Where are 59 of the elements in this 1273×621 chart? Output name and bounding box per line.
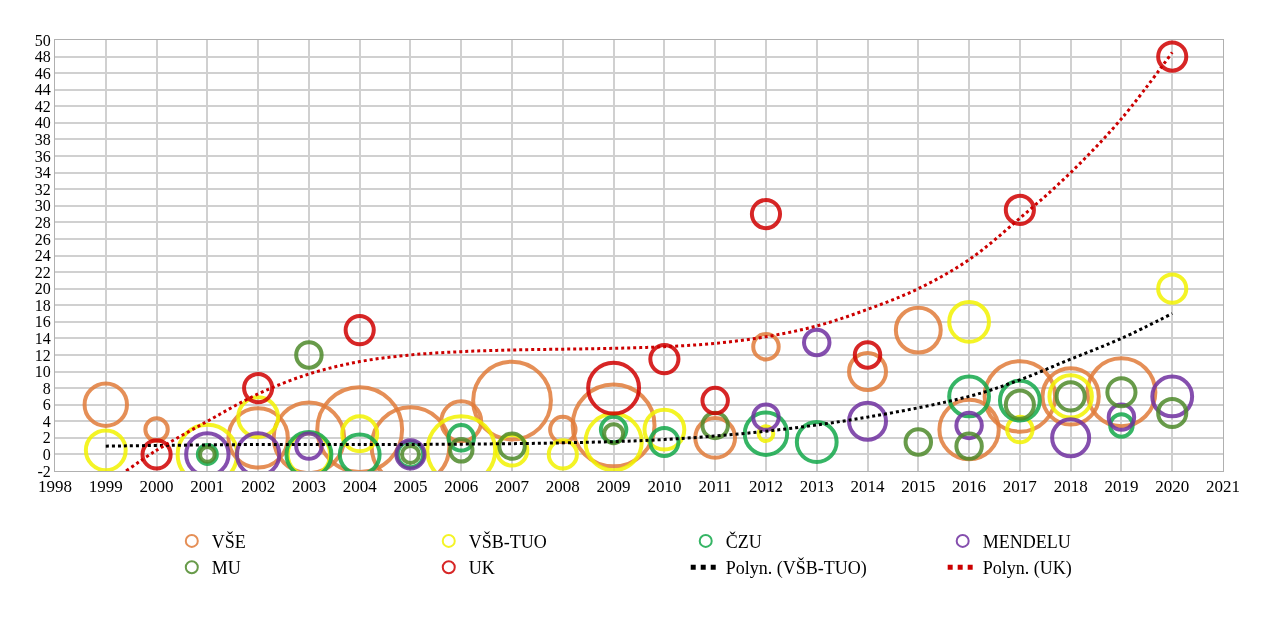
x-tick-label: 2004 xyxy=(342,477,378,497)
x-tick-label: 2009 xyxy=(596,477,631,497)
x-tick-label: 2012 xyxy=(748,477,783,497)
x-tick-label: 2006 xyxy=(444,477,479,497)
y-tick-label: 8 xyxy=(42,379,51,397)
y-tick-label: 0 xyxy=(42,446,51,464)
y-tick-label: 38 xyxy=(34,131,51,149)
legend-label: ČZU xyxy=(725,530,762,552)
legend-label: UK xyxy=(468,558,495,579)
x-tick-label: 2005 xyxy=(393,477,428,497)
y-tick-label: 12 xyxy=(34,346,51,364)
x-tick-label: 2002 xyxy=(241,477,276,497)
y-tick-label: 36 xyxy=(34,147,51,165)
y-tick-label: 28 xyxy=(34,213,51,231)
x-tick-label: 2020 xyxy=(1155,477,1190,497)
x-tick-label: 2003 xyxy=(291,477,326,497)
x-tick-label: 2021 xyxy=(1206,477,1240,497)
x-tick-label: 2016 xyxy=(952,477,987,497)
y-tick-label: 20 xyxy=(34,280,51,298)
y-tick-label: 26 xyxy=(34,230,51,248)
y-tick-label: 18 xyxy=(34,296,51,314)
y-tick-label: 46 xyxy=(34,64,51,82)
y-tick-label: 44 xyxy=(34,81,51,99)
legend-label: MENDELU xyxy=(982,531,1071,552)
y-tick-label: 48 xyxy=(34,48,51,66)
y-tick-label: 2 xyxy=(42,429,51,447)
y-tick-label: 10 xyxy=(34,363,51,381)
y-tick-label: 16 xyxy=(34,313,51,331)
x-tick-label: 2008 xyxy=(545,477,580,497)
x-tick-label: 2007 xyxy=(495,477,530,497)
y-tick-label: -2 xyxy=(37,462,51,480)
x-tick-label: 2019 xyxy=(1104,477,1139,497)
x-tick-label: 2014 xyxy=(850,477,886,497)
x-tick-label: 2010 xyxy=(647,477,682,497)
x-tick-label: 1999 xyxy=(88,477,123,497)
y-tick-label: 42 xyxy=(34,97,51,115)
legend-label: Polyn. (VŠB-TUO) xyxy=(725,557,867,580)
x-tick-label: 2011 xyxy=(698,477,732,497)
y-tick-label: 24 xyxy=(34,247,51,265)
legend-label: MU xyxy=(211,558,241,579)
y-tick-label: 30 xyxy=(34,197,51,215)
legend-label: VŠE xyxy=(211,530,246,552)
y-tick-label: 50 xyxy=(34,31,51,49)
y-tick-label: 34 xyxy=(34,164,51,182)
y-tick-label: 6 xyxy=(42,396,51,414)
x-tick-label: 2017 xyxy=(1002,477,1038,497)
x-tick-label: 2000 xyxy=(139,477,174,497)
x-tick-label: 2013 xyxy=(799,477,834,497)
y-tick-label: 32 xyxy=(34,180,51,198)
x-tick-label: 2001 xyxy=(190,477,225,497)
legend-label: Polyn. (UK) xyxy=(982,558,1072,580)
y-tick-label: 22 xyxy=(34,263,51,281)
legend-label: VŠB-TUO xyxy=(468,530,547,552)
x-tick-label: 2015 xyxy=(901,477,936,497)
y-tick-label: 40 xyxy=(34,114,51,132)
x-tick-label: 2018 xyxy=(1053,477,1088,497)
y-tick-label: 4 xyxy=(42,412,51,430)
x-tick-label: 1998 xyxy=(38,477,72,497)
y-tick-label: 14 xyxy=(34,329,51,347)
